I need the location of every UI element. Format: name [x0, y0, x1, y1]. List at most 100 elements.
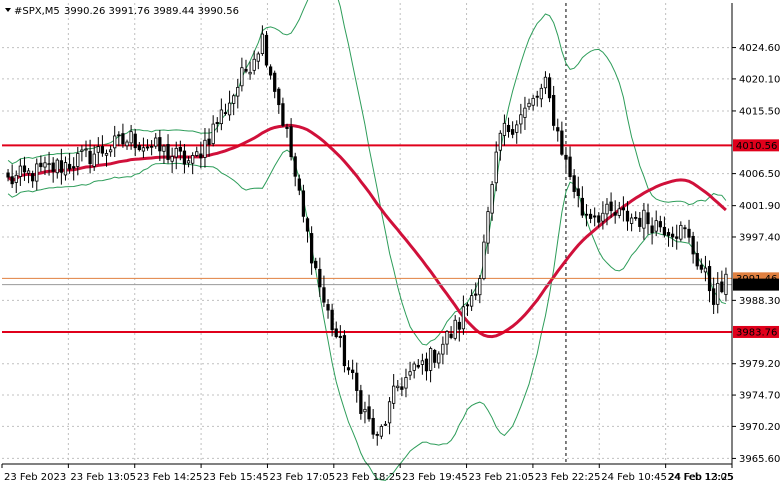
candle-body [211, 123, 215, 144]
candle-body [662, 226, 667, 236]
candle-body [461, 306, 466, 330]
candle-body [215, 122, 219, 125]
candle-body [43, 162, 47, 168]
candle-body [486, 211, 490, 244]
candle-body [240, 67, 244, 87]
time-axis: 23 Feb 2023 23 Feb 13:05 23 Feb 14:25 23 Fe… [1, 464, 734, 483]
candle-body [683, 227, 687, 230]
candle-body [535, 95, 539, 98]
price-tick-label: 4024.60 [739, 43, 780, 54]
candle-body [531, 98, 535, 106]
candle-body [121, 133, 125, 145]
candle-body [597, 215, 601, 223]
candle-body [227, 102, 232, 116]
price-tick-label: 4001.90 [739, 201, 780, 212]
price-tick-label: 3979.20 [739, 359, 780, 370]
candle-body [268, 66, 273, 76]
candle-body [166, 144, 170, 160]
candle-body [158, 137, 162, 152]
candle-body [63, 162, 68, 176]
candle-body [428, 348, 433, 371]
candle-body [223, 112, 228, 114]
candle-body [248, 71, 252, 75]
price-tick-label: 3974.70 [739, 391, 780, 402]
candle-body [125, 141, 129, 147]
candle-body [699, 264, 703, 270]
candle-body [359, 390, 363, 414]
candle-body [441, 343, 445, 355]
moving-average-line [7, 123, 727, 339]
bollinger-upper-line [7, 0, 727, 346]
candle-body [404, 377, 408, 389]
candle-body [88, 150, 92, 165]
candle-body [129, 131, 133, 144]
candle-body [330, 309, 334, 331]
candle-body [580, 197, 584, 216]
candle-body [305, 218, 310, 232]
candle-body [232, 95, 236, 104]
candle-body [195, 151, 199, 156]
candle-body [108, 149, 113, 153]
candle-body [445, 331, 449, 345]
candle-body [650, 225, 654, 234]
time-tick-label: 23 Feb 17:05 [269, 472, 335, 483]
candle-body [412, 363, 416, 371]
candle-body [629, 217, 634, 224]
time-tick-label: 23 Feb 13:05 [70, 472, 136, 483]
candle-body [379, 426, 383, 437]
ohlc-values: 3990.26 3991.76 3989.44 3990.56 [64, 6, 239, 17]
candle-body [96, 146, 100, 153]
level-price-label: 3990.56 [736, 280, 777, 291]
candle-body [170, 156, 174, 162]
candle-body [601, 212, 605, 222]
candle-body [264, 34, 269, 66]
candle-body [510, 129, 515, 135]
candle-body [724, 273, 728, 295]
candle-body [76, 153, 80, 167]
candle-body [141, 147, 146, 152]
candle-body [26, 170, 31, 174]
candle-body [642, 209, 646, 229]
price-tick-label: 3997.40 [739, 232, 780, 243]
price-tick-label: 3970.20 [739, 422, 780, 433]
candle-body [416, 364, 420, 368]
candle-body [547, 77, 552, 99]
candle-body [457, 321, 461, 330]
candle-body [646, 212, 650, 225]
time-tick-label: 23 Feb 22:25 [535, 472, 601, 483]
symbol-dropdown-icon[interactable] [5, 8, 11, 12]
candle-body [355, 372, 359, 391]
candle-body [654, 220, 658, 232]
candle-body [236, 86, 240, 97]
candle-body [84, 148, 88, 151]
candle-body [670, 233, 675, 238]
level-price-tag [733, 325, 779, 338]
candle-body [191, 155, 195, 164]
time-tick-label: 24 Feb 12:05 [668, 472, 734, 483]
time-tick-label: 24 Feb 10:45 [601, 472, 667, 483]
candle-body [375, 433, 379, 436]
candle-body [182, 150, 187, 165]
candle-body [309, 233, 314, 264]
candle-body [277, 88, 281, 106]
candle-body [437, 353, 441, 364]
candle-body [613, 212, 617, 216]
price-tick-label: 3965.60 [739, 454, 780, 465]
candle-body [117, 134, 121, 137]
candle-body [18, 165, 22, 177]
candle-body [703, 267, 708, 273]
candle-body [154, 137, 158, 147]
candle-body [568, 156, 572, 178]
candle-body [572, 175, 576, 192]
candle-body [408, 371, 412, 376]
candle-body [687, 228, 691, 238]
candle-body [556, 127, 560, 132]
level-price-label: 4010.56 [736, 141, 777, 152]
level-price-tag [733, 278, 779, 291]
price-tick-label: 3988.30 [739, 296, 780, 307]
time-tick-label: 23 Feb 18:25 [336, 472, 402, 483]
candlestick-series [6, 25, 728, 446]
candle-body [260, 33, 265, 54]
candle-body [543, 76, 548, 89]
